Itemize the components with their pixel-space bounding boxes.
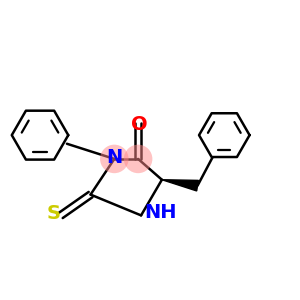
Circle shape [100, 145, 129, 173]
Polygon shape [162, 180, 198, 191]
Circle shape [124, 145, 152, 173]
Text: NH: NH [144, 203, 177, 222]
Text: S: S [46, 204, 60, 224]
Text: O: O [131, 115, 148, 134]
Text: N: N [106, 148, 122, 167]
